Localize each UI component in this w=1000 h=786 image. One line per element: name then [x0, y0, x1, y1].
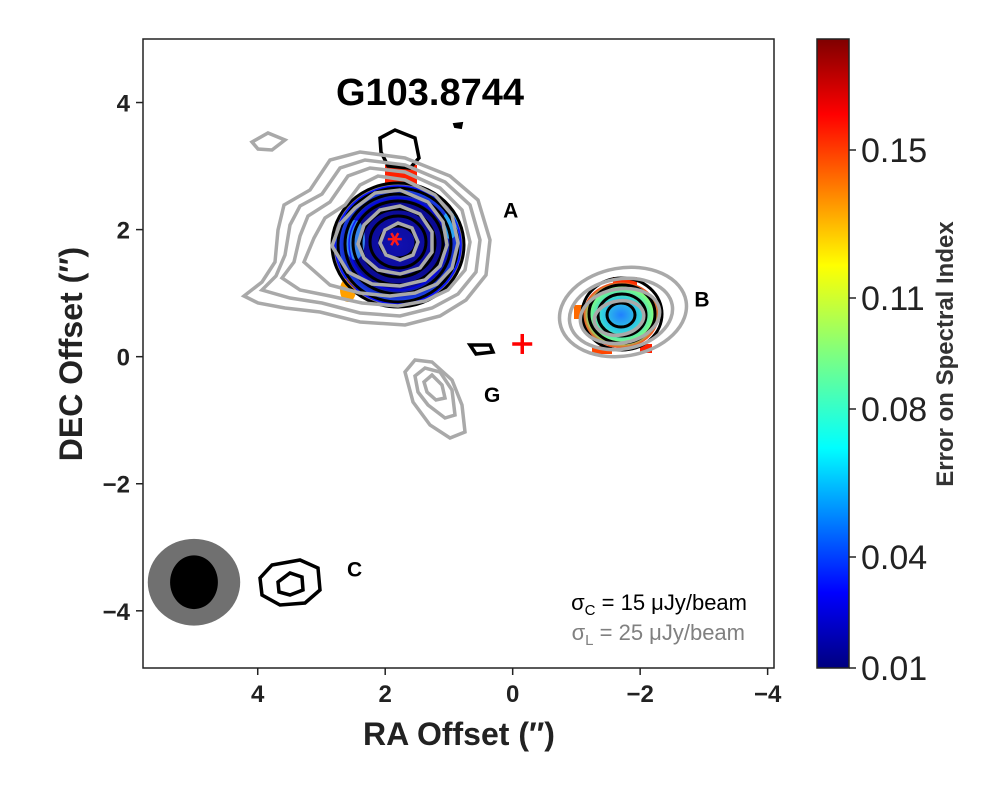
continuum-beam-ellipse	[170, 555, 218, 610]
y-tick-label: 2	[117, 218, 130, 245]
y-tick-label: 4	[117, 91, 131, 118]
source-label-c: C	[347, 559, 362, 582]
line-noise-subscript: L	[585, 632, 593, 649]
overlay-layer: A B G C	[147, 200, 710, 626]
colorbar	[816, 38, 850, 669]
source-label-a: A	[503, 200, 518, 223]
source-star-marker	[387, 232, 402, 246]
continuum-noise-value: = 15 μJy/beam	[596, 590, 747, 615]
phase-center-marker	[512, 333, 533, 354]
colorbar-tick-label: 0.11	[861, 280, 925, 318]
axes: 4 2 0 −2 −4 4 2 0 −2 −4	[103, 91, 782, 708]
x-tick-label: −4	[754, 681, 782, 708]
continuum-noise-label: σC = 15 μJy/beam	[571, 590, 747, 619]
x-tick-label: 2	[379, 681, 392, 708]
y-axis-label: DEC Offset (″)	[53, 247, 89, 461]
source-c-contours	[258, 558, 322, 607]
colorbar-tick-label: 0.04	[861, 539, 927, 577]
image-layer: A B G C	[147, 121, 710, 626]
y-tick-label: 0	[117, 345, 130, 372]
colorbar-label: Error on Spectral Index	[932, 221, 959, 487]
continuum-noise-symbol: σ	[571, 590, 585, 615]
y-tick-label: −4	[103, 599, 131, 626]
line-noise-label: σL = 25 μJy/beam	[572, 620, 745, 649]
source-b-emission	[557, 265, 689, 359]
colorbar-tick-label: 0.15	[861, 132, 927, 170]
line-noise-value: = 25 μJy/beam	[594, 620, 745, 645]
chart-title: G103.8744	[336, 72, 524, 114]
source-label-b: B	[694, 288, 709, 311]
y-tick-label: −2	[103, 472, 130, 499]
source-a-line-contours	[240, 131, 492, 327]
x-axis-label: RA Offset (″)	[363, 716, 555, 752]
colorbar-ticks: 0.01 0.04 0.08 0.11 0.15	[849, 132, 927, 688]
x-tick-label: −2	[626, 681, 653, 708]
colorbar-tick-label: 0.08	[861, 391, 927, 429]
x-tick-label: 4	[251, 681, 265, 708]
colorbar-tick-label: 0.01	[861, 650, 927, 688]
source-label-g: G	[484, 384, 500, 407]
continuum-noise-subscript: C	[585, 602, 596, 619]
plot-area	[142, 38, 775, 669]
x-tick-label: 0	[506, 681, 519, 708]
line-noise-symbol: σ	[572, 620, 586, 645]
source-g-contours	[403, 343, 496, 440]
